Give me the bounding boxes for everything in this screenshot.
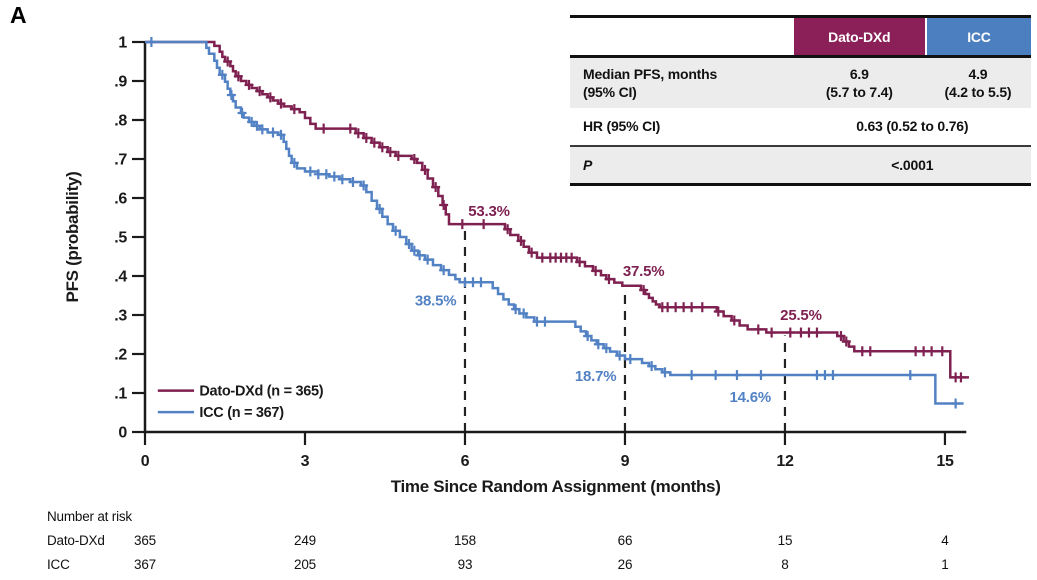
legend-label: Dato-DXd (n = 365) bbox=[199, 384, 323, 400]
legend-label: ICC (n = 367) bbox=[199, 405, 284, 421]
at-risk-value: 158 bbox=[454, 533, 476, 548]
stats-header-icc: ICC bbox=[924, 18, 1031, 55]
y-tick-label: 0 bbox=[118, 425, 127, 442]
median-value-dato: 6.9 (5.7 to 7.4) bbox=[825, 66, 893, 101]
hr-value: 0.63 (0.52 to 0.76) bbox=[856, 118, 969, 135]
at-risk-value: 205 bbox=[294, 557, 316, 572]
y-tick-label: .6 bbox=[114, 191, 127, 208]
y-tick-label: .2 bbox=[114, 347, 127, 364]
stats-table-header: Dato-DXd ICC bbox=[570, 18, 1031, 58]
y-tick-label: 1 bbox=[118, 35, 127, 52]
percent-annotations: 53.3% 38.5% 37.5% 18.7% 25.5% 14.6% bbox=[415, 203, 822, 406]
x-tick-label: 12 bbox=[776, 453, 794, 470]
median-value-icc: 4.9 (4.2 to 5.5) bbox=[944, 66, 1012, 101]
series-icc bbox=[145, 37, 964, 409]
y-tick-label: .4 bbox=[114, 269, 127, 286]
panel-label: A bbox=[10, 2, 27, 28]
y-tick-label: .1 bbox=[114, 386, 127, 403]
at-risk-value: 15 bbox=[778, 533, 793, 548]
dashed-reference-lines bbox=[463, 227, 787, 432]
y-tick-label: .3 bbox=[114, 308, 127, 325]
at-risk-value: 26 bbox=[618, 557, 633, 572]
at-risk-value: 4 bbox=[941, 533, 949, 548]
series-dato-dxd bbox=[145, 40, 969, 383]
stats-header-dato: Dato-DXd bbox=[793, 18, 925, 55]
axes: 0 .1 .2 .3 .4 .5 .6 .7 .8 .9 1 0 3 6 9 12 15 Time Since R… bbox=[63, 35, 967, 496]
stats-row-hr: HR (95% CI) 0.63 (0.52 to 0.76) bbox=[570, 108, 1031, 144]
at-risk-row-label: ICC bbox=[47, 557, 70, 572]
y-tick-label: .5 bbox=[114, 230, 127, 247]
percent-label: 38.5% bbox=[415, 293, 457, 310]
p-value: <.0001 bbox=[891, 156, 934, 173]
at-risk-row-label: Dato-DXd bbox=[47, 533, 105, 548]
y-tick-label: .9 bbox=[114, 74, 127, 91]
x-axis-title: Time Since Random Assignment (months) bbox=[391, 477, 721, 496]
x-tick-label: 15 bbox=[936, 453, 954, 470]
at-risk-value: 365 bbox=[134, 533, 156, 548]
percent-label: 37.5% bbox=[623, 263, 665, 280]
y-tick-label: .7 bbox=[114, 152, 127, 169]
at-risk-value: 66 bbox=[618, 533, 633, 548]
median-label: Median PFS, months (95% CI) bbox=[570, 65, 794, 101]
percent-label: 53.3% bbox=[468, 203, 510, 220]
y-axis-title: PFS (probability) bbox=[63, 172, 82, 303]
percent-label: 18.7% bbox=[575, 368, 617, 385]
median-label-line1: Median PFS, months bbox=[583, 66, 718, 82]
y-tick-label: .8 bbox=[114, 113, 127, 130]
number-at-risk: Number at risk Dato-DXd 365 249 158 66 15 4 ICC 3… bbox=[47, 509, 949, 572]
stats-row-p: P <.0001 bbox=[570, 144, 1031, 183]
hr-label: HR (95% CI) bbox=[583, 118, 661, 135]
x-tick-label: 0 bbox=[141, 453, 150, 470]
stats-row-median: Median PFS, months (95% CI) 6.9 (5.7 to … bbox=[570, 58, 1031, 109]
at-risk-title: Number at risk bbox=[47, 509, 132, 524]
percent-label: 25.5% bbox=[780, 307, 822, 324]
median-label-line2: (95% CI) bbox=[583, 84, 637, 101]
at-risk-value: 367 bbox=[134, 557, 156, 572]
percent-label: 14.6% bbox=[730, 389, 772, 406]
at-risk-value: 249 bbox=[294, 533, 316, 548]
legend: Dato-DXd (n = 365) ICC (n = 367) bbox=[157, 384, 324, 421]
x-tick-label: 3 bbox=[301, 453, 310, 470]
x-tick-label: 6 bbox=[461, 453, 470, 470]
stats-header-blank bbox=[570, 18, 794, 55]
at-risk-value: 93 bbox=[458, 557, 473, 572]
at-risk-value: 1 bbox=[941, 557, 948, 572]
x-tick-label: 9 bbox=[621, 453, 630, 470]
p-label: P bbox=[583, 156, 593, 173]
at-risk-value: 8 bbox=[781, 557, 788, 572]
stats-table: Dato-DXd ICC Median PFS, months (95% CI)… bbox=[570, 15, 1031, 186]
